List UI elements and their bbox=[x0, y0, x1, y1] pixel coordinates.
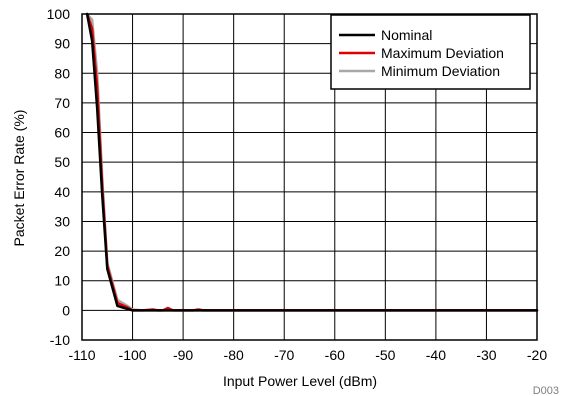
legend-label-minimum-deviation: Minimum Deviation bbox=[381, 63, 500, 79]
legend-label-maximum-deviation: Maximum Deviation bbox=[381, 45, 504, 61]
y-tick-label: 20 bbox=[54, 243, 70, 259]
plot-frame bbox=[81, 13, 538, 341]
legend-label-nominal: Nominal bbox=[381, 27, 432, 43]
y-tick-label: 40 bbox=[54, 184, 70, 200]
series-line-nominal bbox=[85, 12, 539, 312]
x-tick-label: -20 bbox=[527, 347, 547, 363]
x-axis-title: Input Power Level (dBm) bbox=[223, 373, 377, 389]
y-tick-label: 60 bbox=[54, 125, 70, 141]
x-tick-label: -30 bbox=[476, 347, 496, 363]
y-tick-label: 70 bbox=[54, 95, 70, 111]
legend: Nominal Maximum Deviation Minimum Deviat… bbox=[330, 14, 531, 90]
y-tick-label: 100 bbox=[47, 6, 71, 22]
x-tick-label: -60 bbox=[325, 347, 345, 363]
x-tick-label: -100 bbox=[119, 347, 147, 363]
x-tick-label: -70 bbox=[274, 347, 294, 363]
x-tick-labels: -110 -100 -90 -80 -70 -60 -50 -40 -30 -20 bbox=[69, 347, 548, 363]
x-tick-label: -90 bbox=[173, 347, 193, 363]
y-tick-labels: -10 0 10 20 30 40 50 60 70 80 90 100 bbox=[47, 6, 71, 348]
y-tick-label: 10 bbox=[54, 273, 70, 289]
y-tick-label: 50 bbox=[54, 154, 70, 170]
x-tick-label: -80 bbox=[224, 347, 244, 363]
figure-id: D003 bbox=[533, 385, 559, 396]
x-tick-label: -50 bbox=[375, 347, 395, 363]
y-tick-label: 30 bbox=[54, 213, 70, 229]
y-tick-label: 90 bbox=[54, 36, 70, 52]
x-tick-label: -110 bbox=[69, 347, 96, 363]
y-axis-title: Packet Error Rate (%) bbox=[11, 110, 27, 247]
x-tick-label: -40 bbox=[426, 347, 446, 363]
y-tick-label: -10 bbox=[50, 332, 70, 348]
y-tick-label: 0 bbox=[62, 302, 70, 318]
y-tick-label: 80 bbox=[54, 65, 70, 81]
series-layer bbox=[85, 12, 539, 312]
